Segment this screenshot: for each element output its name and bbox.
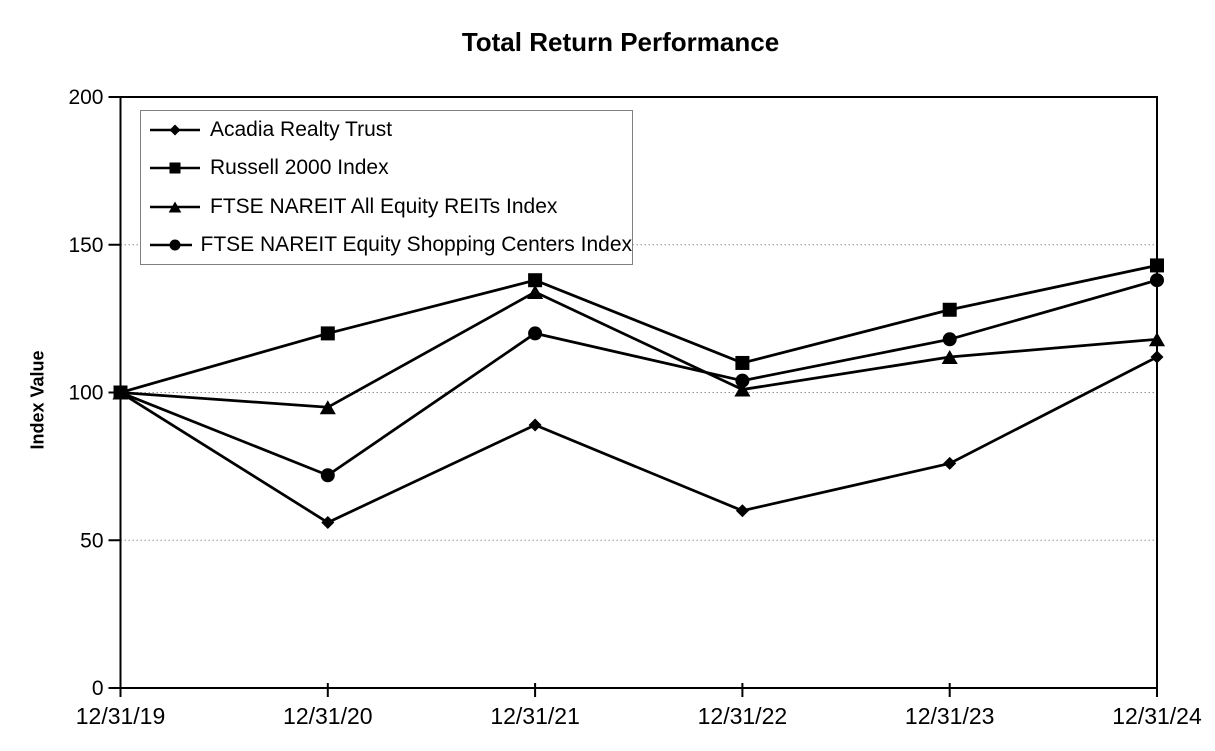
- y-tick-label: 150: [68, 234, 103, 257]
- marker-triangle-icon: [527, 285, 544, 300]
- legend-label: FTSE NAREIT Equity Shopping Centers Inde…: [200, 232, 632, 256]
- marker-diamond-icon: [528, 418, 542, 432]
- y-tick-label: 100: [68, 382, 103, 405]
- marker-circle-icon: [320, 468, 335, 483]
- series-line-triangle: [120, 290, 1158, 409]
- marker-circle-icon: [942, 332, 957, 347]
- marker-circle-icon: [1150, 273, 1164, 288]
- series-line-circle: [119, 278, 1158, 477]
- marker-diamond-icon: [735, 504, 749, 518]
- legend-item: FTSE NAREIT Equity Shopping Centers Inde…: [149, 233, 632, 257]
- x-tick-label: 12/31/21: [490, 703, 580, 729]
- x-tick-label: 12/31/23: [905, 703, 995, 729]
- y-tick-label: 0: [92, 677, 104, 700]
- legend-sample: [150, 239, 192, 251]
- marker-square-icon: [169, 162, 181, 174]
- marker-square-icon: [1150, 258, 1164, 273]
- y-tick-label: 50: [80, 529, 103, 552]
- legend-sample: [150, 124, 200, 136]
- legend-item: Acadia Realty Trust: [149, 118, 632, 142]
- legend-item: Russell 2000 Index: [149, 156, 632, 180]
- legend-label: FTSE NAREIT All Equity REITs Index: [210, 194, 558, 218]
- marker-diamond-icon: [1150, 350, 1164, 364]
- legend-label: Russell 2000 Index: [210, 156, 389, 180]
- marker-square-icon: [735, 355, 750, 370]
- marker-diamond-icon: [943, 456, 957, 470]
- x-tick-label: 12/31/20: [283, 703, 373, 729]
- legend-sample: [150, 162, 200, 174]
- legend-sample: [150, 201, 200, 213]
- marker-diamond-icon: [169, 124, 181, 136]
- marker-triangle-icon: [734, 382, 751, 397]
- legend-box: Acadia Realty Trust Russell 2000 Index FTS…: [140, 110, 633, 265]
- marker-diamond-icon: [321, 516, 335, 530]
- marker-square-icon: [113, 385, 128, 400]
- chart-title: Total Return Performance: [461, 27, 780, 57]
- marker-circle-icon: [735, 373, 750, 388]
- series-line-diamond: [119, 355, 1158, 525]
- marker-square-icon: [528, 273, 543, 288]
- x-tick-label: 12/31/24: [1112, 703, 1202, 729]
- x-tick-label: 12/31/19: [76, 703, 166, 729]
- marker-triangle-icon: [1148, 332, 1166, 347]
- marker-square-icon: [320, 326, 335, 341]
- marker-triangle-icon: [168, 201, 182, 213]
- marker-square-icon: [942, 302, 957, 317]
- x-tick-label: 12/31/22: [698, 703, 788, 729]
- marker-triangle-icon: [319, 400, 336, 415]
- marker-circle-icon: [169, 239, 181, 251]
- series-line-square: [120, 264, 1158, 394]
- marker-triangle-icon: [941, 350, 958, 365]
- y-tick-label: 200: [68, 86, 103, 109]
- legend-item: FTSE NAREIT All Equity REITs Index: [149, 195, 632, 219]
- marker-circle-icon: [528, 326, 543, 341]
- legend-label: Acadia Realty Trust: [210, 118, 393, 142]
